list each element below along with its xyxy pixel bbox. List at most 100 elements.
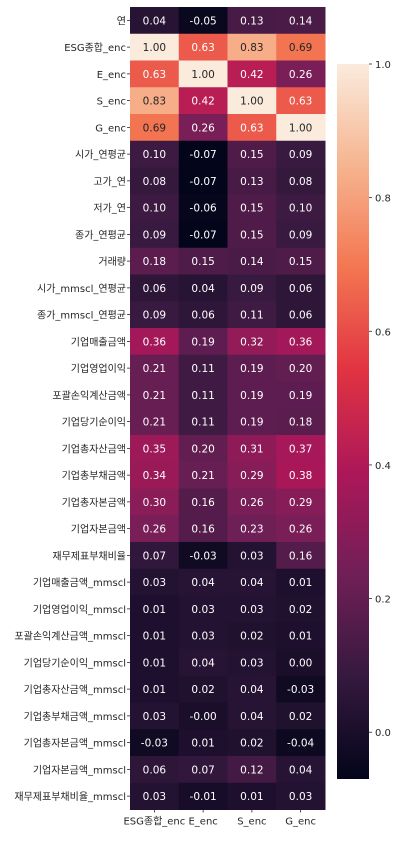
heatmap-cell (276, 408, 326, 436)
heatmap-cell (130, 33, 180, 61)
row-tick-label: 기업총부채금액 (62, 469, 126, 482)
cell-value-label: 0.02 (240, 738, 263, 750)
cell-value-label: 0.20 (191, 443, 214, 455)
cell-value-label: 0.11 (191, 363, 214, 375)
row-tick-label: G_enc (95, 123, 126, 134)
cell-value-label: -0.03 (141, 738, 168, 750)
row-tick-label: 기업영업이익 (71, 362, 126, 375)
row-tick-label: 기업영업이익_mmscl (33, 603, 126, 616)
heatmap-cell (178, 60, 228, 88)
row-tick-label: 기업총자본금액_mmscl (24, 737, 126, 750)
cell-value-label: 0.03 (289, 791, 312, 803)
row-tick-label: 기업당기순이익_mmscl (24, 656, 126, 669)
cell-value-label: 0.26 (143, 524, 167, 536)
cell-value-label: 0.26 (289, 69, 313, 81)
heatmap-cell (130, 194, 180, 222)
colorbar-tick-label: 0.4 (375, 461, 391, 472)
heatmap-cell (227, 542, 277, 570)
heatmap-cell (276, 515, 326, 543)
heatmap-cell (276, 435, 326, 463)
heatmap-cell (276, 328, 326, 356)
heatmap-cell (276, 247, 326, 275)
heatmap-cell (276, 221, 326, 249)
cell-value-label: 0.00 (289, 657, 312, 669)
heatmap-cell (227, 221, 277, 249)
cell-value-label: 0.42 (191, 96, 214, 108)
cell-value-label: 0.21 (143, 417, 166, 429)
row-tick-label: 시가_mmscl_연평균 (37, 283, 126, 295)
row-tick-label: S_enc (97, 97, 126, 108)
heatmap-cell (130, 140, 180, 168)
heatmap-cell (276, 301, 326, 329)
cell-value-label: 0.18 (289, 417, 312, 429)
cell-value-label: 0.07 (143, 550, 166, 562)
cell-value-label: 0.06 (143, 764, 167, 776)
heatmap-cell (227, 488, 277, 516)
cell-value-label: 1.00 (240, 96, 263, 108)
heatmap-cell (227, 595, 277, 623)
heatmap-cell (130, 221, 180, 249)
heatmap-cell (178, 140, 228, 168)
heatmap-cell (178, 568, 228, 596)
heatmap-cell (227, 7, 277, 35)
cell-value-label: 0.04 (191, 283, 215, 295)
x-axis-tick-labels: ESG종합_enc E_enc S_enc G_enc (123, 809, 316, 828)
heatmap-cell (178, 167, 228, 195)
heatmap-cell (227, 702, 277, 730)
heatmap-cell (276, 7, 326, 35)
cell-value-label: 0.19 (240, 363, 263, 375)
heatmap-cell (130, 622, 180, 650)
cell-value-label: 0.04 (143, 15, 167, 27)
heatmap-cell (130, 328, 180, 356)
heatmap-cell (130, 542, 180, 570)
cell-value-label: 0.63 (240, 122, 263, 134)
heatmap-cell (276, 488, 326, 516)
cell-value-label: 0.09 (289, 149, 312, 161)
cell-value-label: 0.37 (289, 443, 312, 455)
heatmap-cell (130, 274, 180, 302)
cell-value-label: 0.34 (143, 470, 167, 482)
cell-value-label: 0.04 (289, 764, 313, 776)
cell-value-label: 0.38 (289, 470, 312, 482)
heatmap-cell (276, 756, 326, 784)
cell-value-label: 0.01 (191, 738, 214, 750)
heatmap-cell (227, 33, 277, 61)
heatmap-cell (178, 87, 228, 115)
cell-value-label: 0.02 (289, 711, 312, 723)
heatmap-cell (178, 461, 228, 489)
row-tick-label: 고가_연 (93, 176, 126, 188)
heatmap-cell (276, 194, 326, 222)
cell-value-label: 0.15 (240, 229, 263, 241)
row-tick-label: 시가_연평균 (75, 149, 126, 161)
heatmap-cell (178, 542, 228, 570)
cell-value-label: 0.09 (143, 229, 166, 241)
cell-value-label: 0.11 (191, 417, 214, 429)
heatmap-cell (178, 194, 228, 222)
heatmap-cell (178, 274, 228, 302)
cell-value-label: 0.21 (143, 390, 166, 402)
cell-value-label: 0.14 (240, 256, 264, 268)
cell-value-label: 0.12 (240, 764, 263, 776)
cell-value-label: 0.09 (143, 310, 166, 322)
heatmap-cell (178, 782, 228, 810)
heatmap-cell (276, 140, 326, 168)
cell-value-label: -0.07 (190, 149, 217, 161)
cell-value-label: 0.04 (191, 577, 215, 589)
heatmap-cell (276, 568, 326, 596)
cell-value-label: 0.63 (143, 69, 166, 81)
cell-value-label: 0.20 (289, 363, 312, 375)
cell-value-label: 0.19 (240, 390, 263, 402)
heatmap-cell (276, 542, 326, 570)
heatmap-cell (130, 488, 180, 516)
heatmap-cell (178, 408, 228, 436)
row-tick-label: 기업총자본금액 (62, 496, 126, 509)
heatmap-cell (276, 381, 326, 409)
heatmap-cell (130, 595, 180, 623)
heatmap-cell (178, 595, 228, 623)
row-tick-label: ESG종합_enc (64, 42, 126, 54)
column-tick-label: S_enc (237, 817, 266, 828)
heatmap-cell (130, 301, 180, 329)
row-tick-label: 재무제표부채비율_mmscl (14, 791, 126, 803)
heatmap-cell (227, 167, 277, 195)
heatmap-cell (178, 729, 228, 757)
